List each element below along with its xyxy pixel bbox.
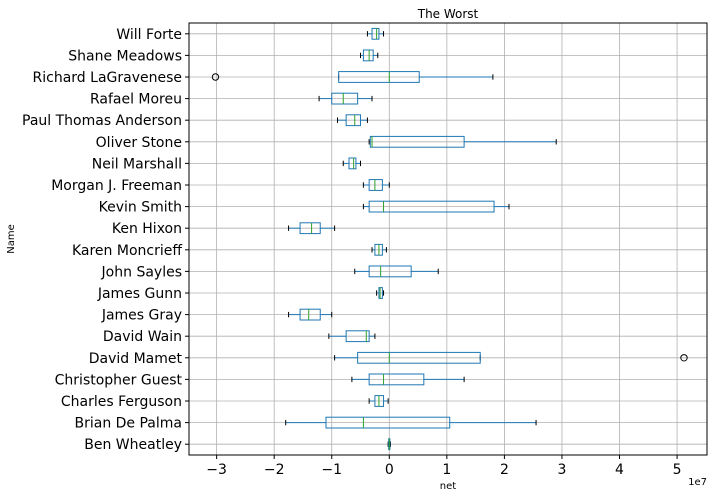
x-tick-label: 2	[500, 462, 509, 478]
y-tick-label: Shane Meadows	[68, 48, 182, 64]
x-offset-label: 1e7	[688, 477, 707, 488]
box-iqr	[331, 92, 359, 105]
y-tick-label: Paul Thomas Anderson	[22, 113, 182, 129]
y-tick-label: Ken Hixon	[112, 221, 182, 237]
y-tick-label: John Sayles	[101, 264, 182, 280]
box-kevin-smith	[362, 200, 510, 213]
chart-title: The Worst	[417, 7, 479, 21]
box-iqr	[378, 287, 383, 299]
box-brian-de-palma	[285, 416, 537, 429]
box-iqr	[368, 200, 495, 213]
box-iqr	[357, 351, 481, 364]
box-morgan-j-freeman	[362, 179, 390, 191]
box-iqr	[368, 265, 412, 278]
box-iqr	[368, 373, 425, 386]
plot-frame	[188, 22, 708, 456]
y-tick-label: Charles Ferguson	[61, 394, 182, 410]
box-paul-thomas-anderson	[336, 114, 368, 127]
box-iqr	[371, 27, 380, 40]
box-charles-ferguson	[368, 395, 389, 407]
box-richard-lagravenese	[211, 71, 494, 83]
box-iqr	[369, 135, 465, 148]
box-will-forte	[366, 27, 385, 40]
box-james-gunn	[376, 287, 385, 299]
x-tick-label: 4	[615, 462, 624, 478]
box-iqr	[299, 308, 321, 321]
y-tick-label: David Mamet	[89, 351, 183, 367]
box-shane-meadows	[360, 49, 379, 62]
grid-lines	[189, 23, 707, 455]
y-tick-label: David Wain	[103, 329, 182, 345]
y-tick-label: Ben Wheatley	[84, 437, 182, 453]
y-tick-label: Neil Marshall	[92, 156, 182, 172]
x-tick-label: 0	[385, 462, 394, 478]
outlier-point	[211, 73, 220, 81]
x-tick-labels: −3 −2 −1 0 1 2 3 4 5	[206, 455, 682, 478]
y-tick-label: Rafael Moreu	[90, 92, 182, 108]
box-iqr	[345, 114, 362, 127]
box-ben-wheatley	[387, 438, 391, 451]
y-tick-label: James Gunn	[97, 286, 182, 302]
y-tick-label: Brian De Palma	[75, 416, 183, 432]
y-tick-label: Karen Moncrieff	[72, 243, 182, 259]
box-karen-moncrieff	[371, 243, 387, 256]
box-david-wain	[328, 330, 376, 343]
box-oliver-stone	[368, 135, 557, 148]
y-tick-label: Christopher Guest	[55, 372, 183, 388]
x-axis-label: net	[440, 481, 456, 492]
box-john-sayles	[354, 265, 439, 278]
box-james-gray	[288, 308, 333, 321]
y-tick-label: James Gray	[101, 308, 182, 324]
y-tick-label: Kevin Smith	[99, 200, 182, 216]
x-tick-label: 3	[557, 462, 566, 478]
x-tick-label: −2	[264, 462, 285, 478]
box-iqr	[325, 416, 451, 429]
x-tick-label: 1	[442, 462, 451, 478]
box-iqr	[338, 71, 420, 83]
box-iqr	[368, 179, 383, 191]
box-rafael-moreu	[318, 92, 373, 105]
box-iqr	[348, 157, 357, 170]
y-tick-label: Will Forte	[116, 27, 182, 43]
box-iqr	[345, 330, 370, 343]
y-tick-label: Richard LaGravenese	[33, 70, 182, 86]
y-tick-label: Morgan J. Freeman	[51, 178, 182, 194]
x-tick-label: 5	[673, 462, 682, 478]
y-tick-label: Oliver Stone	[96, 135, 182, 151]
x-tick-label: −3	[206, 462, 227, 478]
y-tick-labels: Ben Wheatley Brian De Palma Charles Fergus…	[22, 27, 189, 453]
box-david-mamet	[334, 351, 688, 364]
box-iqr	[362, 49, 374, 62]
box-christopher-guest	[351, 373, 465, 386]
boxes-layer	[211, 27, 688, 451]
outlier-point	[680, 354, 688, 362]
y-axis-label: Name	[6, 224, 17, 254]
box-iqr	[299, 222, 321, 235]
x-tick-label: −1	[321, 462, 342, 478]
box-neil-marshall	[342, 157, 362, 170]
box-ken-hixon	[288, 222, 336, 235]
